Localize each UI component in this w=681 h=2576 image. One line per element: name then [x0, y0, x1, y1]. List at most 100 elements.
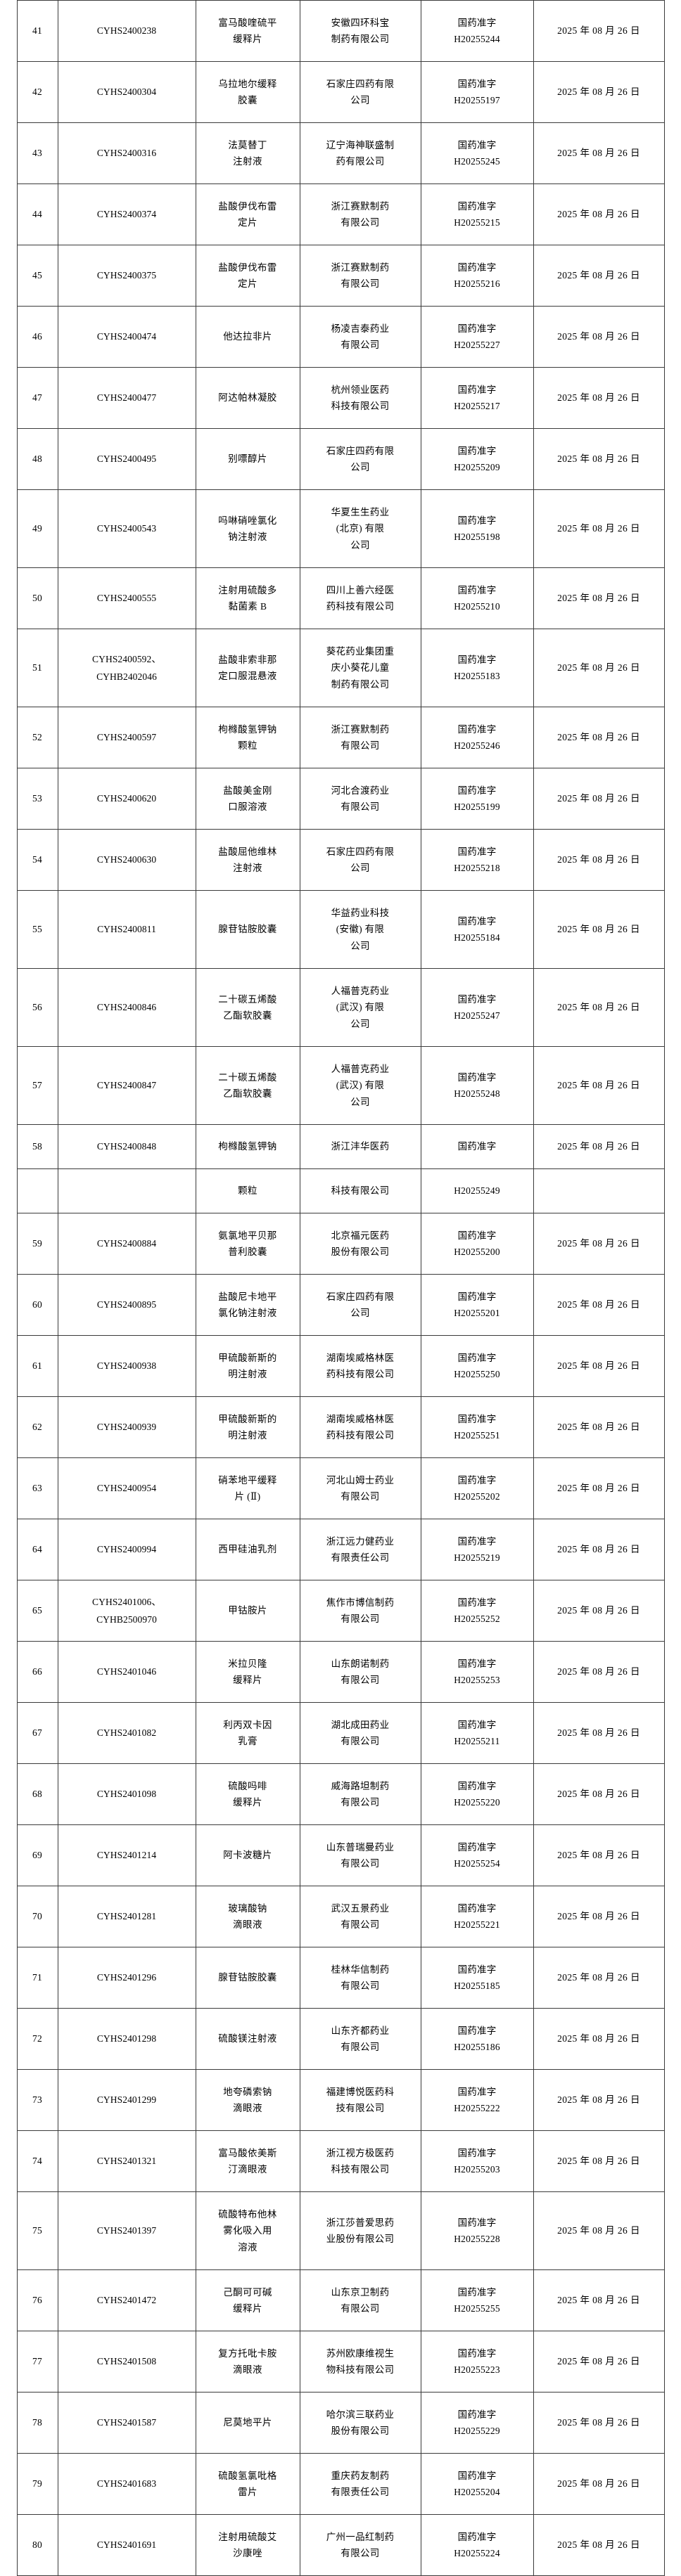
- cell-drug-name-line: 口服溶液: [228, 801, 267, 812]
- cell-acceptance-number-line: CYHS2400597: [96, 732, 157, 743]
- cell-drug-name: 硫酸特布他林 雾化吸入用 溶液: [195, 2191, 300, 2270]
- cell-drug-name-line: 定片: [238, 217, 257, 228]
- cell-license-number-line: 国药准字: [457, 139, 497, 150]
- cell-drug-name-line: 滴眼液: [233, 2103, 262, 2113]
- cell-license-number-line: H20255219: [454, 1552, 500, 1563]
- cell-license-number-line: H20255197: [454, 95, 500, 105]
- cell-company-name-line: 华夏生生药业: [331, 507, 390, 518]
- cell-drug-name-line: 复方托吡卡胺: [218, 2348, 277, 2359]
- cell-sequence-number: 49: [16, 489, 58, 568]
- cell-company-name-line: 石家庄四药有限: [326, 78, 395, 89]
- cell-company-name: 石家庄四药有限 公司: [299, 1274, 421, 1336]
- table-row: 79 CYHS2401683 硫酸氢氯吡格 雷片 重庆药友制药 有限责任公司 国药准字 H20…: [16, 2453, 665, 2515]
- cell-company-name-line: (武汉) 有限: [336, 1080, 385, 1091]
- cell-license-number: 国药准字 H20255250: [420, 1335, 534, 1397]
- table-row: 74 CYHS2401321 富马酸依美斯 汀滴眼液 浙江视方极医药 科技有限公司 国药准字…: [16, 2130, 665, 2192]
- cell-license-number-line: H20255211: [454, 1736, 500, 1746]
- cell-acceptance-number: CYHS2400555: [57, 567, 196, 629]
- cell-drug-name-line: 利丙双卡因: [223, 1719, 272, 1730]
- cell-company-name-line: 有限公司: [340, 1614, 380, 1624]
- cell-acceptance-number: CYHS2400474: [57, 306, 196, 368]
- cell-license-number-line: H20255200: [454, 1247, 500, 1257]
- cell-license-number-line: 国药准字: [457, 1841, 497, 1853]
- cell-drug-name-line: 法莫替丁: [228, 139, 267, 150]
- cell-acceptance-number-line: CYHS2400895: [96, 1299, 157, 1310]
- cell-acceptance-number: CYHS2400238: [57, 0, 196, 62]
- cell-approval-date: 2025 年 08 月 26 日: [533, 2514, 665, 2576]
- cell-company-name: 哈尔滨三联药业 股份有限公司: [299, 2392, 421, 2454]
- cell-approval-date: 2025 年 08 月 26 日: [533, 1519, 665, 1580]
- cell-license-number-line: H20255199: [454, 801, 500, 812]
- cell-license-number-line: 国药准字: [457, 915, 497, 927]
- cell-drug-name-line: 普利胶囊: [228, 1247, 267, 1257]
- cell-drug-name: 硫酸氢氯吡格 雷片: [195, 2453, 300, 2515]
- table-row: 67 CYHS2401082 利丙双卡因 乳膏 湖北成田药业 有限公司 国药准字 H20255…: [16, 1702, 665, 1764]
- cell-license-number-line: H20255228: [454, 2234, 500, 2244]
- cell-sequence-number: 57: [16, 1046, 58, 1125]
- cell-company-name-line: 有限责任公司: [331, 1552, 390, 1563]
- cell-drug-name: 地夸磷索钠 滴眼液: [195, 2069, 300, 2131]
- cell-drug-name: 二十碳五烯酸 乙酯软胶囊: [195, 968, 300, 1047]
- cell-license-number-line: H20255250: [454, 1369, 500, 1379]
- cell-company-name: 福建博悦医药科 技有限公司: [299, 2069, 421, 2131]
- cell-approval-date: 2025 年 08 月 26 日: [533, 1763, 665, 1825]
- cell-company-name-line: 有限公司: [340, 740, 380, 751]
- cell-license-number: 国药准字 H20255218: [420, 829, 534, 891]
- cell-drug-name-line: 溶液: [238, 2241, 257, 2253]
- cell-license-number-line: 国药准字: [457, 1964, 497, 1975]
- cell-drug-name: 富马酸喹硫平 缓释片: [195, 0, 300, 62]
- cell-drug-name-line: 别嘌醇片: [228, 453, 267, 465]
- cell-acceptance-number: CYHS2400848: [57, 1124, 196, 1169]
- cell-approval-date: 2025 年 08 月 26 日: [533, 183, 665, 245]
- cell-acceptance-number-line: CYHS2400375: [96, 270, 157, 281]
- table-row: 41 CYHS2400238 富马酸喹硫平 缓释片 安徽四环科宝 制药有限公司 国药准字 H2…: [16, 0, 665, 62]
- cell-license-number-line: 国药准字: [457, 584, 497, 595]
- cell-drug-name-line: 定口服混悬液: [218, 671, 277, 681]
- cell-acceptance-number-line: CYHS2400316: [96, 148, 157, 159]
- cell-drug-name: 枸橼酸氢钾钠 颗粒: [195, 707, 300, 768]
- cell-approval-date: 2025 年 08 月 26 日: [533, 2130, 665, 2192]
- cell-approval-date: 2025 年 08 月 26 日: [533, 245, 665, 307]
- cell-acceptance-number-line: CYHS2401683: [96, 2478, 157, 2490]
- cell-drug-name: 盐酸屈他维林 注射液: [195, 829, 300, 891]
- table-row: 73 CYHS2401299 地夸磷索钠 滴眼液 福建博悦医药科 技有限公司 国药准字 H20…: [16, 2069, 665, 2131]
- cell-drug-name-line: 硫酸镁注射液: [218, 2033, 277, 2044]
- cell-drug-name-line: 片 (Ⅱ): [234, 1491, 261, 1502]
- cell-license-number: 国药准字 H20255244: [420, 0, 534, 62]
- cell-license-number-line: 国药准字: [457, 2409, 497, 2420]
- cell-company-name-line: 有限公司: [340, 1858, 380, 1869]
- cell-company-name: 威海路坦制药 有限公司: [299, 1763, 421, 1825]
- cell-license-number: 国药准字 H20255220: [420, 1763, 534, 1825]
- table-row: 64 CYHS2400994 西甲硅油乳剂 浙江远力健药业 有限责任公司 国药准字 H202…: [16, 1519, 665, 1580]
- cell-acceptance-number-line: CYHS2401321: [96, 2156, 157, 2167]
- cell-drug-name-line: 盐酸伊伐布雷: [218, 200, 277, 212]
- cell-license-number-line: 国药准字: [457, 1658, 497, 1669]
- table-row: 52 CYHS2400597 枸橼酸氢钾钠 颗粒 浙江赛默制药 有限公司 国药准字 H2025…: [16, 707, 665, 768]
- cell-acceptance-number-line: CYHS2400847: [96, 1080, 157, 1091]
- cell-sequence-number: 52: [16, 707, 58, 768]
- cell-approval-date: 2025 年 08 月 26 日: [533, 2331, 665, 2393]
- cell-company-name: 湖南埃威格林医 药科技有限公司: [299, 1335, 421, 1397]
- cell-acceptance-number: CYHS2400592、 CYHB2402046: [57, 629, 196, 707]
- table-row: 80 CYHS2401691 注射用硫酸艾 沙康唑 广州一品红制药 有限公司 国药准字 H20…: [16, 2514, 665, 2576]
- cell-company-name: 石家庄四药有限 公司: [299, 61, 421, 123]
- cell-approval-date: 2025 年 08 月 26 日: [533, 428, 665, 490]
- table-row: 66 CYHS2401046 米拉贝隆 缓释片 山东朗诺制药 有限公司 国药准字 H20255…: [16, 1641, 665, 1703]
- cell-license-number: 国药准字 H20255185: [420, 1947, 534, 2009]
- cell-license-number-line: H20255229: [454, 2426, 500, 2436]
- cell-company-name: 葵花药业集团重 庆小葵花儿童 制药有限公司: [299, 629, 421, 707]
- cell-acceptance-number-line: CYHS2400994: [96, 1544, 157, 1555]
- cell-drug-name-line: 盐酸美金刚: [223, 785, 272, 796]
- cell-drug-name-line: 硫酸吗啡: [228, 1780, 267, 1791]
- cell-license-number-line: 国药准字: [457, 1352, 497, 1363]
- cell-license-number-line: 国药准字: [457, 200, 497, 212]
- cell-approval-date: 2025 年 08 月 26 日: [533, 2453, 665, 2515]
- cell-company-name: 河北合渡药业 有限公司: [299, 768, 421, 830]
- cell-sequence-number: 68: [16, 1763, 58, 1825]
- cell-license-number: 国药准字 H20255217: [420, 367, 534, 429]
- cell-sequence-number: 53: [16, 768, 58, 830]
- cell-company-name-line: 河北山姆士药业: [326, 1474, 395, 1486]
- cell-acceptance-number: CYHS2400316: [57, 122, 196, 184]
- cell-approval-date: 2025 年 08 月 26 日: [533, 1046, 665, 1125]
- cell-sequence-number: 69: [16, 1824, 58, 1886]
